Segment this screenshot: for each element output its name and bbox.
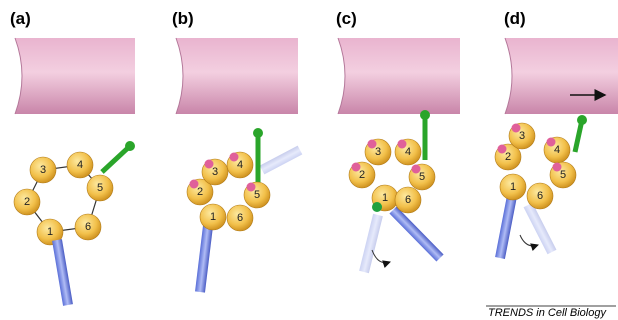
panel-label: (a) — [10, 9, 31, 28]
rod — [359, 214, 383, 273]
subunit-number: 3 — [40, 164, 46, 176]
subunit-number: 4 — [405, 146, 411, 158]
panel-label: (c) — [336, 9, 357, 28]
subunit-number: 2 — [505, 151, 511, 163]
subunit-number: 1 — [210, 211, 216, 223]
figure: (a)123456(b)123456(c)123456(d)123456 TRE… — [0, 0, 618, 320]
subunit-number: 5 — [254, 189, 260, 201]
rod-body — [52, 239, 73, 306]
subunit-number: 1 — [510, 181, 516, 193]
rod-body — [359, 214, 383, 273]
rod-body — [260, 146, 303, 175]
cylinder — [505, 38, 618, 114]
subunit-number: 4 — [77, 159, 83, 171]
panel-label: (b) — [172, 9, 194, 28]
motion-arrow — [520, 235, 538, 246]
subunit-number: 5 — [560, 169, 566, 181]
subunit-number: 3 — [212, 166, 218, 178]
bound-site — [372, 202, 382, 212]
subunit-number: 5 — [97, 182, 103, 194]
subunit-number: 2 — [24, 196, 30, 208]
rod-body — [389, 207, 443, 262]
subunit-number: 6 — [405, 194, 411, 206]
rod — [195, 225, 213, 292]
subunit-number: 6 — [237, 212, 243, 224]
cylinder — [338, 38, 460, 114]
green-tip — [253, 128, 263, 138]
subunit-number: 1 — [382, 192, 388, 204]
rod — [524, 203, 557, 255]
green-tip — [420, 110, 430, 120]
rod — [495, 195, 517, 259]
subunit-number: 3 — [519, 130, 525, 142]
subunit-number: 4 — [554, 144, 560, 156]
green-filament — [102, 146, 130, 172]
subunit-number: 1 — [47, 226, 53, 238]
subunit-number: 5 — [419, 171, 425, 183]
cylinder — [15, 38, 135, 114]
green-tip — [125, 141, 135, 151]
motion-arrow — [372, 250, 390, 263]
panel-label: (d) — [504, 9, 526, 28]
rod — [52, 239, 73, 306]
rod — [389, 207, 443, 262]
rod-body — [495, 195, 517, 259]
subunit-number: 4 — [237, 159, 243, 171]
subunit-number: 3 — [375, 146, 381, 158]
subunit-number: 2 — [359, 169, 365, 181]
credit: TRENDS in Cell Biology — [488, 307, 607, 319]
rod-body — [195, 225, 213, 292]
green-tip — [577, 115, 587, 125]
rod-body — [524, 203, 557, 255]
cylinder — [176, 38, 298, 114]
subunit-number: 2 — [197, 186, 203, 198]
subunit-number: 6 — [85, 221, 91, 233]
rod — [260, 146, 303, 175]
subunit-number: 6 — [537, 190, 543, 202]
